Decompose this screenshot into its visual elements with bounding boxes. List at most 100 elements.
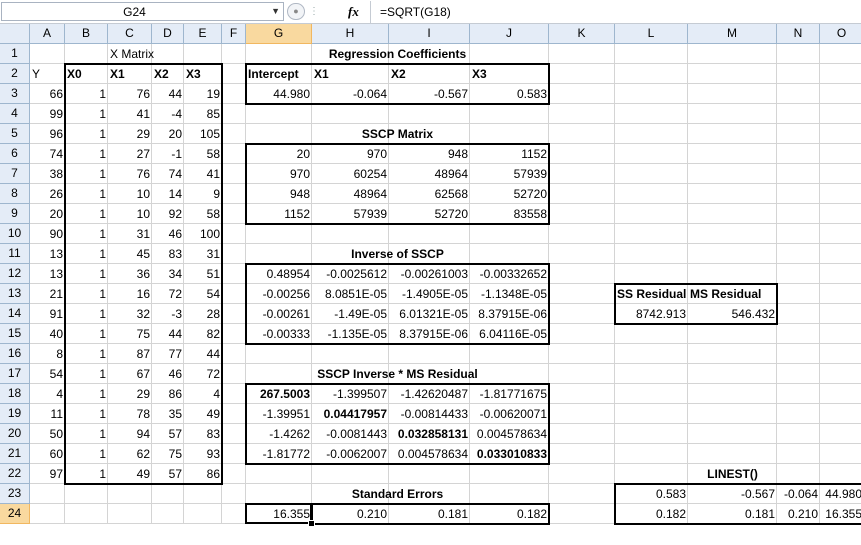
cell-b8[interactable]: 1: [99, 187, 106, 201]
cell-a21[interactable]: 60: [49, 447, 63, 461]
cell-a2[interactable]: Y: [32, 67, 41, 81]
row-header-16[interactable]: 16: [0, 344, 30, 364]
cell-e7[interactable]: 41: [206, 167, 220, 181]
cell-a17[interactable]: 54: [49, 367, 63, 381]
cell-g24[interactable]: 16.355: [273, 507, 310, 521]
cell-d6[interactable]: -1: [171, 147, 182, 161]
cell-h8[interactable]: 48964: [353, 187, 387, 201]
cell-c2[interactable]: X1: [110, 67, 125, 81]
fill-handle[interactable]: [308, 520, 315, 527]
cell-c1[interactable]: X Matrix: [110, 47, 155, 61]
cell-a4[interactable]: 99: [49, 107, 63, 121]
cell-h13[interactable]: 8.0851E-05: [324, 287, 387, 301]
cell-j6[interactable]: 1152: [521, 147, 547, 161]
cell-i20[interactable]: 0.032858131: [397, 427, 468, 441]
cell-e5[interactable]: 105: [199, 127, 220, 141]
cell-e2[interactable]: X3: [186, 67, 201, 81]
cell-j8[interactable]: 52720: [513, 187, 547, 201]
cell-a3[interactable]: 66: [49, 87, 63, 101]
cell-o23[interactable]: 44.980: [825, 487, 861, 501]
row-header-22[interactable]: 22: [0, 464, 30, 484]
cell-b2[interactable]: X0: [67, 67, 82, 81]
cell-i15[interactable]: 8.37915E-06: [399, 327, 468, 341]
cell-b22[interactable]: 1: [99, 467, 106, 481]
cell-j9[interactable]: 83558: [513, 207, 547, 221]
row-header-19[interactable]: 19: [0, 404, 30, 424]
cell-a14[interactable]: 91: [49, 307, 63, 321]
cell-c4[interactable]: 41: [136, 107, 150, 121]
cell-h5[interactable]: SSCP Matrix: [361, 127, 434, 141]
cell-e22[interactable]: 86: [206, 467, 220, 481]
cell-e17[interactable]: 72: [206, 367, 220, 381]
cell-c12[interactable]: 36: [136, 267, 150, 281]
cell-a19[interactable]: 11: [50, 407, 63, 421]
cell-a11[interactable]: 13: [49, 247, 63, 261]
cell-j14[interactable]: 8.37915E-06: [478, 307, 547, 321]
cell-b16[interactable]: 1: [99, 347, 106, 361]
cell-g13[interactable]: -0.00256: [262, 287, 310, 301]
row-header-15[interactable]: 15: [0, 324, 30, 344]
cell-a6[interactable]: 74: [49, 147, 63, 161]
cell-d3[interactable]: 44: [168, 87, 182, 101]
row-header-2[interactable]: 2: [0, 64, 30, 84]
column-header-a[interactable]: A: [30, 24, 65, 44]
cell-e21[interactable]: 93: [206, 447, 220, 461]
cell-o24[interactable]: 16.355: [825, 507, 861, 521]
cell-a18[interactable]: 4: [56, 387, 63, 401]
cell-i9[interactable]: 52720: [434, 207, 468, 221]
cell-a22[interactable]: 97: [49, 467, 63, 481]
cell-e19[interactable]: 49: [206, 407, 220, 421]
cell-d20[interactable]: 57: [168, 427, 182, 441]
column-header-j[interactable]: J: [470, 24, 549, 44]
cell-m24[interactable]: 0.181: [744, 507, 775, 521]
column-header-e[interactable]: E: [184, 24, 222, 44]
cell-b19[interactable]: 1: [99, 407, 106, 421]
cell-e14[interactable]: 28: [206, 307, 220, 321]
row-header-4[interactable]: 4: [0, 104, 30, 124]
select-all-corner[interactable]: [0, 24, 30, 44]
row-header-20[interactable]: 20: [0, 424, 30, 444]
column-header-c[interactable]: C: [108, 24, 152, 44]
cell-b18[interactable]: 1: [99, 387, 106, 401]
cell-j18[interactable]: -1.81771675: [479, 387, 547, 401]
cell-g12[interactable]: 0.48954: [266, 267, 310, 281]
cell-c6[interactable]: 27: [136, 147, 150, 161]
cell-g15[interactable]: -0.00333: [262, 327, 310, 341]
cell-d10[interactable]: 46: [168, 227, 182, 241]
row-header-18[interactable]: 18: [0, 384, 30, 404]
cell-m13[interactable]: MS Residual: [690, 287, 762, 301]
cell-c5[interactable]: 29: [136, 127, 150, 141]
cell-i12[interactable]: -0.00261003: [400, 267, 468, 281]
cell-d16[interactable]: 77: [168, 347, 182, 361]
cell-c20[interactable]: 94: [136, 427, 150, 441]
cell-c19[interactable]: 78: [136, 407, 150, 421]
cell-b3[interactable]: 1: [99, 87, 106, 101]
cell-c3[interactable]: 76: [136, 87, 150, 101]
column-header-m[interactable]: M: [688, 24, 777, 44]
cell-h1[interactable]: Regression Coefficients: [328, 47, 467, 61]
cell-l14[interactable]: 8742.913: [635, 307, 686, 321]
column-header-k[interactable]: K: [549, 24, 615, 44]
cell-g18[interactable]: 267.5003: [259, 387, 310, 401]
row-header-9[interactable]: 9: [0, 204, 30, 224]
cell-a5[interactable]: 96: [49, 127, 63, 141]
cell-j15[interactable]: 6.04116E-05: [479, 327, 547, 341]
cell-i18[interactable]: -1.42620487: [400, 387, 468, 401]
column-header-b[interactable]: B: [65, 24, 108, 44]
cell-h24[interactable]: 0.210: [356, 507, 387, 521]
row-header-17[interactable]: 17: [0, 364, 30, 384]
cell-b20[interactable]: 1: [99, 427, 106, 441]
cell-i19[interactable]: -0.00814433: [400, 407, 468, 421]
cell-d18[interactable]: 86: [168, 387, 182, 401]
cell-b7[interactable]: 1: [99, 167, 106, 181]
cell-h21[interactable]: -0.0062007: [326, 447, 387, 461]
cell-i24[interactable]: 0.181: [437, 507, 468, 521]
cell-i7[interactable]: 48964: [434, 167, 468, 181]
cell-b10[interactable]: 1: [99, 227, 106, 241]
cell-c15[interactable]: 75: [136, 327, 150, 341]
resize-handle-icon[interactable]: ⋮: [309, 6, 319, 17]
cell-d12[interactable]: 34: [168, 267, 182, 281]
cell-c21[interactable]: 62: [136, 447, 150, 461]
cell-e13[interactable]: 54: [206, 287, 220, 301]
cell-e16[interactable]: 44: [206, 347, 220, 361]
